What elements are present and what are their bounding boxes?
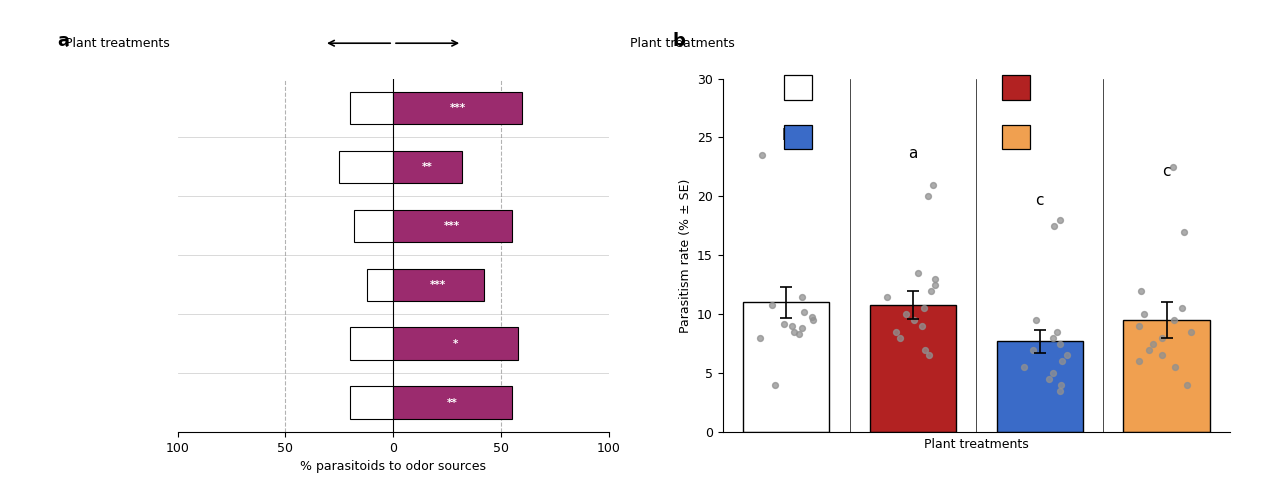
- Text: Plant treatments: Plant treatments: [57, 37, 170, 50]
- Bar: [368, 269, 393, 301]
- Point: [921, 287, 941, 295]
- Bar: [743, 302, 829, 432]
- Text: b: b: [672, 32, 685, 50]
- Point: [1130, 357, 1150, 365]
- Point: [924, 281, 945, 289]
- FancyBboxPatch shape: [1002, 125, 1030, 149]
- Text: Plant treatments: Plant treatments: [630, 37, 735, 50]
- Text: c: c: [1163, 164, 1170, 179]
- Point: [765, 381, 785, 389]
- Point: [922, 181, 942, 189]
- Bar: [393, 151, 462, 183]
- Point: [1047, 328, 1068, 336]
- Point: [918, 352, 938, 359]
- Point: [791, 293, 812, 300]
- FancyBboxPatch shape: [784, 125, 812, 149]
- Text: *: *: [453, 339, 458, 349]
- Bar: [354, 210, 393, 242]
- Point: [1023, 346, 1044, 354]
- Text: **: **: [422, 162, 432, 172]
- Bar: [393, 210, 512, 242]
- Point: [1172, 304, 1192, 312]
- FancyBboxPatch shape: [1002, 75, 1030, 100]
- Point: [912, 322, 932, 330]
- Bar: [340, 151, 393, 183]
- Point: [904, 316, 924, 324]
- Point: [915, 346, 936, 354]
- Bar: [393, 327, 519, 360]
- Bar: [393, 269, 483, 301]
- Bar: [870, 305, 956, 432]
- Y-axis label: Parasitism rate (% ± SE): Parasitism rate (% ± SE): [678, 178, 691, 332]
- Point: [1163, 163, 1183, 171]
- Text: ***: ***: [450, 103, 465, 113]
- Point: [1013, 363, 1033, 371]
- Text: c: c: [1036, 193, 1044, 208]
- Point: [1151, 352, 1172, 359]
- Point: [1153, 334, 1173, 342]
- Point: [1139, 346, 1159, 354]
- Point: [761, 301, 781, 309]
- Point: [773, 320, 794, 327]
- Text: a: a: [908, 146, 918, 161]
- Point: [924, 275, 945, 283]
- Text: ***: ***: [444, 221, 460, 231]
- Point: [886, 328, 907, 336]
- Point: [789, 330, 809, 338]
- Text: ***: ***: [430, 280, 446, 290]
- Point: [1050, 340, 1070, 348]
- Point: [1142, 340, 1163, 348]
- Point: [890, 334, 910, 342]
- Point: [1038, 375, 1059, 383]
- Bar: [1123, 320, 1210, 432]
- Point: [1177, 381, 1197, 389]
- Point: [1181, 328, 1201, 336]
- Point: [782, 322, 803, 330]
- Point: [801, 313, 822, 321]
- Bar: [350, 386, 393, 419]
- Point: [1131, 287, 1151, 295]
- Point: [794, 308, 814, 316]
- Point: [918, 192, 938, 200]
- Point: [803, 316, 823, 324]
- Point: [1174, 228, 1194, 236]
- Bar: [393, 92, 522, 124]
- Point: [1056, 352, 1077, 359]
- Bar: [997, 341, 1083, 432]
- Point: [1134, 310, 1154, 318]
- Point: [1042, 334, 1063, 342]
- Point: [751, 334, 771, 342]
- Point: [913, 304, 933, 312]
- Point: [1050, 216, 1070, 224]
- Point: [1051, 357, 1071, 365]
- X-axis label: % parasitoids to odor sources: % parasitoids to odor sources: [301, 461, 486, 473]
- Point: [1026, 316, 1046, 324]
- Point: [1050, 387, 1070, 395]
- Point: [1051, 381, 1071, 389]
- Text: a: a: [57, 32, 68, 50]
- Point: [1130, 322, 1150, 330]
- Point: [784, 328, 804, 336]
- Point: [908, 269, 928, 277]
- Bar: [393, 386, 512, 419]
- Bar: [350, 92, 393, 124]
- Point: [1044, 369, 1064, 377]
- Point: [877, 293, 898, 300]
- Point: [752, 151, 772, 159]
- FancyBboxPatch shape: [784, 75, 812, 100]
- Point: [1165, 363, 1186, 371]
- Point: [1164, 316, 1184, 324]
- X-axis label: Plant treatments: Plant treatments: [924, 437, 1028, 451]
- Point: [1044, 222, 1064, 230]
- Point: [896, 310, 917, 318]
- Point: [791, 325, 812, 332]
- Bar: [350, 327, 393, 360]
- Text: b: b: [781, 128, 791, 143]
- Text: **: **: [448, 398, 458, 408]
